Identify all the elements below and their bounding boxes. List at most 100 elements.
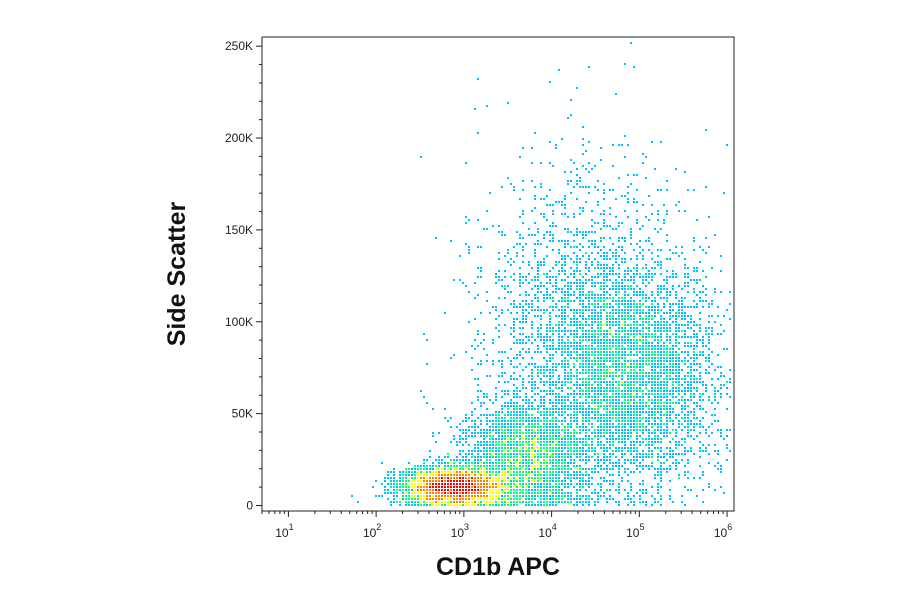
- event-dot: [594, 471, 596, 473]
- event-dot: [648, 417, 650, 419]
- event-dot: [513, 411, 515, 413]
- event-dot: [579, 297, 581, 299]
- event-dot: [696, 435, 698, 437]
- event-dot: [561, 471, 563, 473]
- event-dot: [474, 471, 476, 473]
- event-dot: [654, 351, 656, 353]
- event-dot: [633, 66, 635, 68]
- event-dot: [684, 465, 686, 467]
- event-dot: [705, 369, 707, 371]
- event-dot: [624, 390, 626, 392]
- event-dot: [513, 480, 515, 482]
- event-dot: [450, 486, 452, 488]
- event-dot: [540, 432, 542, 434]
- event-dot: [591, 294, 593, 296]
- event-dot: [486, 375, 488, 377]
- event-dot: [648, 270, 650, 272]
- event-dot: [492, 363, 494, 365]
- event-dot: [708, 216, 710, 218]
- event-dot: [537, 345, 539, 347]
- event-dot: [561, 312, 563, 314]
- event-dot: [666, 432, 668, 434]
- event-dot: [675, 321, 677, 323]
- event-dot: [702, 381, 704, 383]
- event-dot: [660, 321, 662, 323]
- event-dot: [543, 417, 545, 419]
- event-dot: [561, 255, 563, 257]
- event-dot: [696, 363, 698, 365]
- event-dot: [531, 336, 533, 338]
- event-dot: [564, 345, 566, 347]
- event-dot: [624, 444, 626, 446]
- event-dot: [513, 306, 515, 308]
- event-dot: [477, 399, 479, 401]
- event-dot: [441, 462, 443, 464]
- event-dot: [717, 450, 719, 452]
- event-dot: [627, 372, 629, 374]
- event-dot: [519, 459, 521, 461]
- event-dot: [615, 330, 617, 332]
- event-dot: [510, 495, 512, 497]
- event-dot: [579, 477, 581, 479]
- event-dot: [633, 294, 635, 296]
- event-dot: [537, 435, 539, 437]
- event-dot: [603, 183, 605, 185]
- event-dot: [639, 273, 641, 275]
- event-dot: [447, 504, 449, 506]
- event-dot: [633, 399, 635, 401]
- event-dot: [525, 321, 527, 323]
- event-dot: [651, 300, 653, 302]
- event-dot: [576, 282, 578, 284]
- event-dot: [471, 477, 473, 479]
- event-dot: [699, 393, 701, 395]
- event-dot: [543, 456, 545, 458]
- event-dot: [489, 459, 491, 461]
- event-dot: [591, 411, 593, 413]
- event-dot: [543, 258, 545, 260]
- event-dot: [636, 339, 638, 341]
- event-dot: [504, 423, 506, 425]
- event-dot: [681, 369, 683, 371]
- event-dot: [663, 327, 665, 329]
- event-dot: [585, 348, 587, 350]
- event-dot: [588, 333, 590, 335]
- event-dot: [549, 489, 551, 491]
- event-dot: [675, 363, 677, 365]
- event-dot: [516, 318, 518, 320]
- event-dot: [552, 402, 554, 404]
- event-dot: [507, 405, 509, 407]
- event-dot: [453, 486, 455, 488]
- event-dot: [579, 258, 581, 260]
- event-dot: [582, 360, 584, 362]
- event-dot: [534, 483, 536, 485]
- event-dot: [648, 240, 650, 242]
- event-dot: [639, 339, 641, 341]
- event-dot: [609, 438, 611, 440]
- event-dot: [558, 381, 560, 383]
- event-dot: [486, 408, 488, 410]
- event-dot: [519, 267, 521, 269]
- event-dot: [585, 432, 587, 434]
- event-dot: [666, 234, 668, 236]
- event-dot: [429, 486, 431, 488]
- event-dot: [558, 477, 560, 479]
- event-dot: [585, 441, 587, 443]
- event-dot: [627, 447, 629, 449]
- event-dot: [591, 318, 593, 320]
- event-dot: [504, 432, 506, 434]
- event-dot: [486, 453, 488, 455]
- event-dot: [579, 279, 581, 281]
- event-dot: [612, 387, 614, 389]
- event-dot: [609, 342, 611, 344]
- event-dot: [501, 408, 503, 410]
- event-dot: [555, 435, 557, 437]
- event-dot: [630, 288, 632, 290]
- event-dot: [654, 477, 656, 479]
- event-dot: [477, 459, 479, 461]
- event-dot: [516, 396, 518, 398]
- event-dot: [723, 438, 725, 440]
- event-dot: [561, 315, 563, 317]
- event-dot: [564, 228, 566, 230]
- event-dot: [501, 279, 503, 281]
- event-dot: [468, 462, 470, 464]
